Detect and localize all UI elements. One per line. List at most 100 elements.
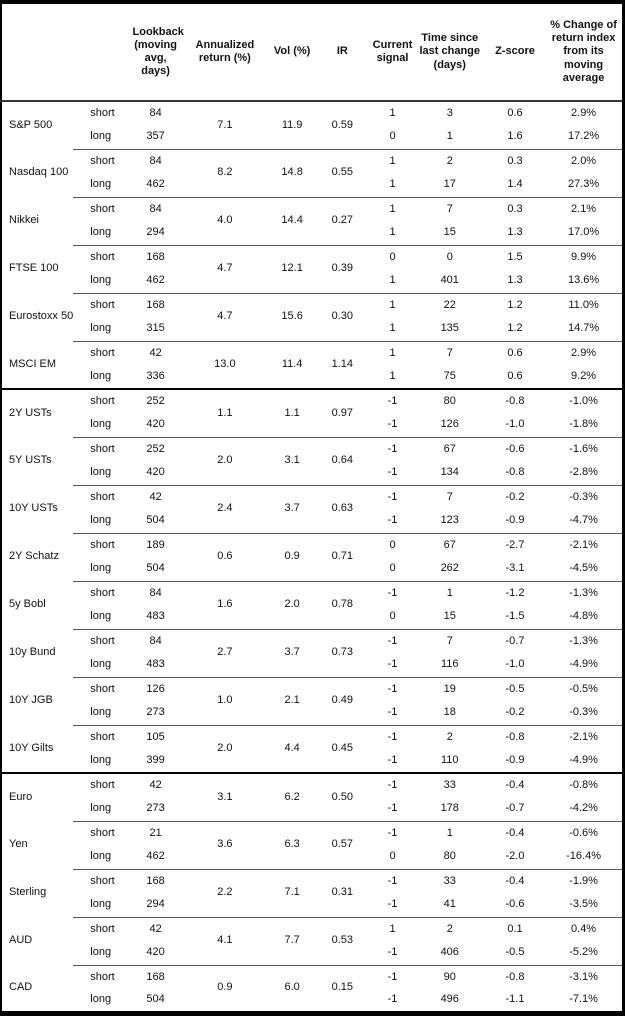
cell-current-signal: 1: [389, 922, 396, 935]
cell-lookback: 42: [149, 346, 162, 359]
cell-pct-change: -2.1%: [569, 538, 598, 551]
cell-lookback: 42: [149, 922, 162, 935]
asset-name: 5Y USTs: [9, 454, 52, 467]
cell-current-signal: 0: [370, 557, 415, 582]
table-row: 5y Bobl short 84 1.6 2.0 0.78 -1 1 -1.2 -1.3%: [1, 581, 624, 630]
cell-time-since-change: 19: [443, 682, 456, 695]
cell-annualized-return: 2.2: [179, 869, 271, 918]
cell-annualized-return: 4.7: [179, 245, 271, 294]
cell-lookback: 462: [131, 845, 180, 870]
cell-pct-change: -7.1%: [569, 993, 598, 1006]
table-row: CAD short 168 0.9 6.0 0.15 -1 90 -0.8 -3.1%: [1, 965, 624, 994]
row-label-long: long: [73, 125, 132, 150]
cell-current-signal: 1: [370, 365, 415, 390]
row-label-short: short: [90, 634, 115, 647]
cell-current-signal: -1: [370, 413, 415, 438]
cell-pct-change: -4.8%: [545, 605, 624, 630]
cell-lookback: 168: [146, 874, 165, 887]
cell-ir: 0.63: [314, 485, 371, 534]
col-header-horizon: [73, 2, 132, 102]
cell-time-since-change: 67: [443, 538, 456, 551]
row-label-long: long: [73, 221, 132, 246]
cell-lookback: 252: [146, 442, 165, 455]
cell-ir: 0.49: [314, 677, 371, 726]
col-header-current-signal: Current signal: [370, 2, 415, 102]
cell-zscore: -0.8: [505, 394, 525, 407]
cell-ir: 0.45: [314, 725, 371, 774]
cell-time-since-change: 406: [414, 941, 485, 966]
cell-pct-change: -0.6%: [569, 826, 598, 839]
cell-vol: 14.8: [270, 149, 315, 198]
asset-name: S&P 500: [9, 118, 53, 131]
row-label-short: short: [90, 250, 115, 263]
cell-zscore: -0.7: [484, 797, 546, 822]
table-row: long 462 1 17 1.4 27.3%: [1, 173, 624, 198]
table-row: Euro short 42 3.1 6.2 0.50 -1 33 -0.4 -0.8%: [1, 773, 624, 822]
asset-name: 5y Bobl: [9, 598, 46, 611]
row-label-long: long: [73, 653, 132, 678]
cell-ir: 0.50: [314, 773, 371, 822]
cell-ir: 0.73: [314, 629, 371, 678]
cell-time-since-change: 2: [446, 922, 453, 935]
cell-ir: 0.39: [314, 245, 371, 294]
cell-zscore: -1.1: [505, 993, 525, 1006]
cell-lookback: 84: [149, 202, 162, 215]
cell-pct-change: -1.9%: [569, 874, 598, 887]
cell-pct-change: 2.0%: [571, 154, 597, 167]
table-row: 10Y Gilts short 105 2.0 4.4 0.45 -1 2 -0.8 -2.1%: [1, 725, 624, 774]
cell-pct-change: -0.3%: [569, 490, 598, 503]
cell-pct-change: -0.3%: [545, 701, 624, 726]
cell-annualized-return: 1.1: [179, 389, 271, 438]
row-label-short: short: [90, 586, 115, 599]
asset-name: 10y Bund: [9, 646, 56, 659]
cell-pct-change: -4.5%: [545, 557, 624, 582]
cell-ir: 0.97: [314, 389, 371, 438]
cell-zscore: 1.2: [507, 298, 523, 311]
cell-zscore: 1.4: [484, 173, 546, 198]
cell-current-signal: 0: [370, 605, 415, 630]
cell-zscore: 1.3: [484, 221, 546, 246]
cell-current-signal: 1: [389, 298, 396, 311]
cell-pct-change: 17.2%: [545, 125, 624, 150]
table-row: long 399 -1 110 -0.9 -4.9%: [1, 749, 624, 774]
cell-ir: 1.14: [314, 341, 371, 390]
row-label-long: long: [73, 269, 132, 294]
cell-zscore: -0.6: [484, 893, 546, 918]
cell-zscore: 0.6: [484, 365, 546, 390]
cell-zscore: -2.0: [484, 845, 546, 870]
table-row: AUD short 42 4.1 7.7 0.53 1 2 0.1 0.4%: [1, 917, 624, 966]
asset-name: Sterling: [9, 886, 47, 899]
cell-time-since-change: 80: [443, 394, 456, 407]
cell-pct-change: 2.9%: [571, 106, 597, 119]
table-row: long 273 -1 18 -0.2 -0.3%: [1, 701, 624, 726]
cell-pct-change: 14.7%: [545, 317, 624, 342]
cell-zscore: -0.9: [484, 509, 546, 534]
asset-name: MSCI EM: [1, 341, 74, 390]
cell-pct-change: -1.3%: [569, 634, 598, 647]
row-label-long: long: [73, 701, 132, 726]
cell-pct-change: 11.0%: [568, 298, 599, 311]
cell-current-signal: -1: [387, 993, 398, 1006]
cell-vol: 3.7: [270, 629, 315, 678]
cell-lookback: 420: [131, 413, 180, 438]
row-label-short: short: [90, 442, 115, 455]
cell-pct-change: -4.9%: [545, 749, 624, 774]
header-row: Lookback (moving avg, days) Annualized r…: [1, 2, 624, 102]
cell-pct-change: -1.6%: [569, 442, 598, 455]
cell-annualized-return: 4.1: [179, 917, 271, 966]
cell-zscore: -0.6: [505, 442, 525, 455]
cell-annualized-return: 2.0: [179, 437, 271, 486]
cell-lookback: 336: [131, 365, 180, 390]
cell-pct-change: -1.3%: [569, 586, 598, 599]
cell-pct-change: 27.3%: [545, 173, 624, 198]
cell-current-signal: -1: [387, 490, 398, 503]
row-label-short: short: [90, 682, 115, 695]
cell-annualized-return: 8.2: [179, 149, 271, 198]
table-row: MSCI EM short 42 13.0 11.4 1.14 1 7 0.6 2.9%: [1, 341, 624, 390]
cell-current-signal: -1: [387, 634, 398, 647]
cell-time-since-change: 135: [414, 317, 485, 342]
table-row: Nikkei short 84 4.0 14.4 0.27 1 7 0.3 2.1%: [1, 197, 624, 246]
cell-pct-change: -0.5%: [569, 682, 598, 695]
cell-lookback: 84: [149, 634, 162, 647]
row-label-short: short: [90, 970, 115, 983]
